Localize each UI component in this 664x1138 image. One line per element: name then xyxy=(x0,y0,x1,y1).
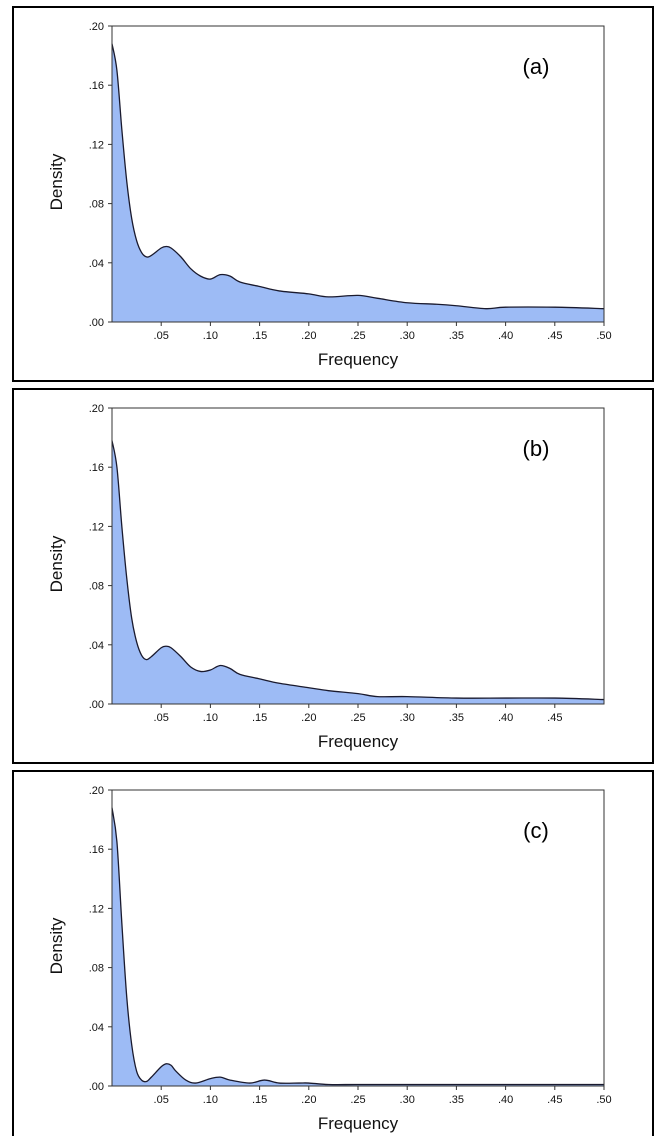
x-tick-label: .05 xyxy=(154,1094,169,1106)
x-tick-label: .30 xyxy=(400,330,415,342)
y-tick-label: .00 xyxy=(89,699,104,711)
density-line xyxy=(111,807,604,1086)
y-tick-label: .12 xyxy=(89,903,104,915)
y-tick-label: .00 xyxy=(89,1081,104,1093)
x-tick-label: .40 xyxy=(498,1094,513,1106)
density-chart-b: .00 .04 .08 .12 .16 .20 .05 .10 .15 .20 .25 .30 .35.… xyxy=(47,403,605,751)
panel-label: (a) xyxy=(523,54,550,79)
y-tick-label: .08 xyxy=(89,581,104,593)
y-axis-title: Density xyxy=(47,535,66,592)
y-tick-label: .04 xyxy=(89,1022,104,1034)
x-tick-label: .15 xyxy=(252,712,267,724)
chart-panel-b: .00 .04 .08 .12 .16 .20 .05 .10 .15 .20 .25 .30 .35.… xyxy=(12,388,654,764)
panel-label: (b) xyxy=(523,436,550,461)
x-axis-title: Frequency xyxy=(318,732,399,751)
y-tick-label: .08 xyxy=(89,199,104,211)
x-tick-label: .30 xyxy=(400,1094,415,1106)
x-tick-label: .10 xyxy=(203,1094,218,1106)
x-tick-label: .40 xyxy=(498,330,513,342)
chart-panel-c: .00 .04 .08 .12 .16 .20 .05 .10 .15 .20 .25 .30 .35.… xyxy=(12,770,654,1136)
x-tick-label: .45 xyxy=(547,330,562,342)
x-tick-label: .30 xyxy=(400,712,415,724)
density-line xyxy=(111,440,605,701)
x-axis-title: Frequency xyxy=(318,350,399,369)
density-area xyxy=(112,807,604,1086)
density-chart-a: .00 .04 .08 .12 .16 .20 .05 .10 .15 .20 .25 .30 .35.… xyxy=(47,21,612,369)
y-tick-label: .16 xyxy=(89,844,104,856)
panel-label: (c) xyxy=(523,818,549,843)
chart-panel-a: .00 .04 .08 .12 .16 .20 .05 .10 .15 .20 .25 .30 .35.… xyxy=(12,6,654,382)
x-tick-label: .20 xyxy=(301,1094,316,1106)
x-tick-label: .10 xyxy=(203,712,218,724)
y-tick-label: .04 xyxy=(89,640,104,652)
x-tick-label: .15 xyxy=(252,330,267,342)
density-area xyxy=(112,440,604,704)
y-axis-title: Density xyxy=(47,917,66,974)
x-tick-label: .45 xyxy=(547,712,562,724)
x-tick-label: .25 xyxy=(350,712,365,724)
x-tick-label: .20 xyxy=(301,712,316,724)
x-tick-label: .15 xyxy=(252,1094,267,1106)
x-tick-label: .25 xyxy=(350,330,365,342)
y-tick-label: .16 xyxy=(89,80,104,92)
x-tick-label: .35 xyxy=(449,1094,464,1106)
y-tick-label: .12 xyxy=(89,521,104,533)
density-line xyxy=(111,43,605,310)
y-tick-label: .20 xyxy=(89,21,104,33)
x-tick-label: .05 xyxy=(154,712,169,724)
x-tick-label: .45 xyxy=(547,1094,562,1106)
y-tick-label: .20 xyxy=(89,785,104,797)
x-tick-label: .10 xyxy=(203,330,218,342)
x-tick-label: .20 xyxy=(301,330,316,342)
y-tick-label: .04 xyxy=(89,258,104,270)
x-tick-label: .35 xyxy=(449,712,464,724)
x-tick-label: .25 xyxy=(350,1094,365,1106)
y-tick-label: .00 xyxy=(89,317,104,329)
x-tick-label: .05 xyxy=(154,330,169,342)
y-axis-title: Density xyxy=(47,153,66,210)
density-area xyxy=(112,43,604,322)
y-tick-label: .20 xyxy=(89,403,104,415)
y-tick-label: .12 xyxy=(89,139,104,151)
x-tick-label: .35 xyxy=(449,330,464,342)
x-tick-label: .50 xyxy=(596,330,611,342)
x-tick-label: .50 xyxy=(596,1094,611,1106)
y-tick-label: .08 xyxy=(89,963,104,975)
y-tick-label: .16 xyxy=(89,462,104,474)
density-chart-c: .00 .04 .08 .12 .16 .20 .05 .10 .15 .20 .25 .30 .35.… xyxy=(47,785,612,1133)
x-tick-label: .40 xyxy=(498,712,513,724)
x-axis-title: Frequency xyxy=(318,1114,399,1133)
